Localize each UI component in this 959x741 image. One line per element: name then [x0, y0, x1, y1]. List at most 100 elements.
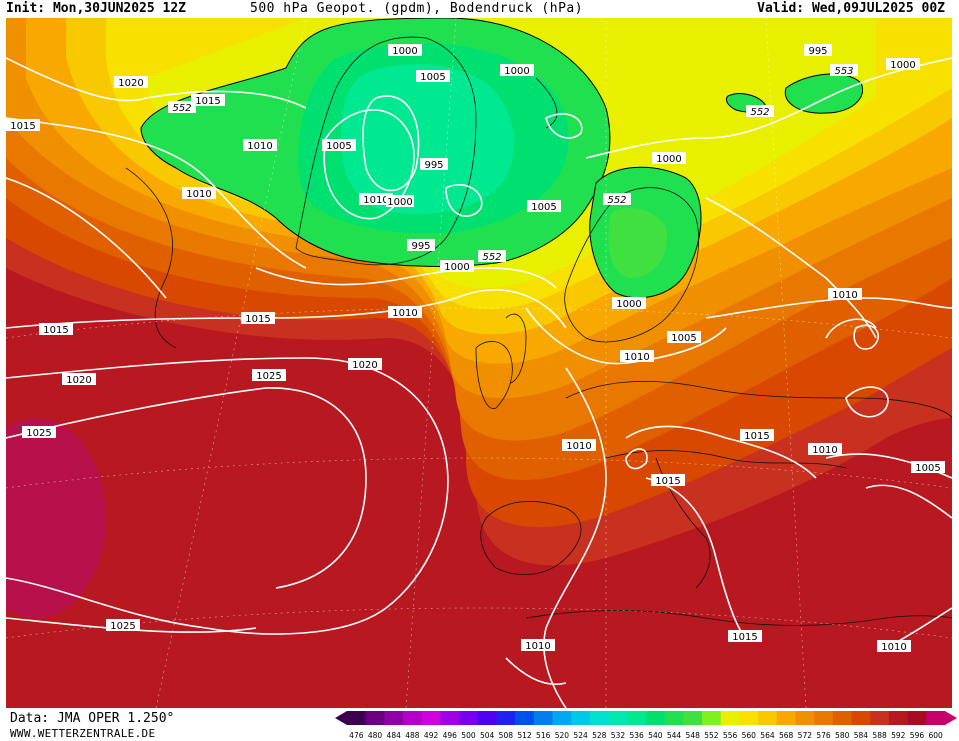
- svg-text:1020: 1020: [118, 78, 143, 89]
- isobar-label: 995: [420, 158, 448, 171]
- svg-text:1010: 1010: [881, 642, 906, 653]
- legend-swatch: [347, 711, 367, 725]
- svg-text:552: 552: [750, 107, 769, 118]
- isobar-label: 1010: [808, 443, 842, 456]
- isobar-label: 1015: [728, 630, 762, 643]
- svg-text:1015: 1015: [245, 314, 270, 325]
- legend-tick-label: 572: [798, 731, 813, 740]
- isobar-label: 1010: [620, 350, 654, 363]
- legend-swatch: [907, 711, 927, 725]
- legend-swatch: [795, 711, 815, 725]
- svg-text:1025: 1025: [110, 621, 135, 632]
- svg-text:552: 552: [172, 103, 191, 114]
- legend-swatch: [926, 711, 946, 725]
- legend-swatch: [477, 711, 497, 725]
- isobar-label: 1010: [521, 639, 555, 652]
- svg-text:1010: 1010: [525, 641, 550, 652]
- legend-tick-label: 556: [723, 731, 738, 740]
- height-field-596: [6, 418, 106, 618]
- svg-text:1010: 1010: [832, 290, 857, 301]
- legend-tick-label: 492: [424, 731, 439, 740]
- isobar-label: 1005: [527, 200, 561, 213]
- legend-tick-label: 488: [405, 731, 420, 740]
- isobar-label: 1015: [740, 429, 774, 442]
- legend-swatch: [702, 711, 722, 725]
- isobar-labels: 1000 1005 1000 1020 552 1015 1015 1010 1…: [6, 44, 945, 653]
- legend-swatch: [421, 711, 441, 725]
- isobar-label: 1015: [6, 119, 40, 132]
- legend-tick-label: 560: [742, 731, 757, 740]
- legend-tick-label: 496: [443, 731, 458, 740]
- isobar-label: 1000: [886, 58, 920, 71]
- svg-text:1010: 1010: [812, 445, 837, 456]
- svg-text:1000: 1000: [890, 60, 915, 71]
- weather-map: 1000 1005 1000 1020 552 1015 1015 1010 1…: [6, 18, 952, 708]
- legend-swatch: [533, 711, 554, 725]
- legend-swatch: [851, 711, 871, 725]
- isobar-label: 995: [407, 239, 435, 252]
- legend-tick-label: 564: [760, 731, 775, 740]
- isobar-label: 1015: [651, 474, 685, 487]
- svg-text:1025: 1025: [256, 371, 281, 382]
- legend-tick-label: 512: [517, 731, 532, 740]
- svg-text:1005: 1005: [915, 463, 940, 474]
- svg-text:1005: 1005: [531, 202, 556, 213]
- svg-text:1010: 1010: [186, 189, 211, 200]
- isobar-label: 1000: [500, 64, 534, 77]
- legend-swatch: [832, 711, 853, 725]
- isobar-label: 1020: [348, 358, 382, 371]
- header-bar: Init: Mon,30JUN2025 12Z 500 hPa Geopot. …: [0, 0, 959, 18]
- website-url: WWW.WETTERZENTRALE.DE: [10, 727, 156, 740]
- svg-text:995: 995: [808, 46, 827, 57]
- trough-scandinavia-inner: [608, 208, 667, 278]
- legend-swatch: [515, 711, 535, 725]
- legend-swatch: [664, 711, 684, 725]
- legend-swatch: [552, 711, 572, 725]
- svg-text:1000: 1000: [392, 46, 417, 57]
- svg-text:1010: 1010: [624, 352, 649, 363]
- svg-text:1000: 1000: [504, 66, 529, 77]
- svg-text:995: 995: [411, 241, 430, 252]
- svg-text:1015: 1015: [43, 325, 68, 336]
- svg-text:1005: 1005: [420, 72, 445, 83]
- isobar-label: 1000: [388, 44, 422, 57]
- legend-tick-label: 500: [461, 731, 476, 740]
- legend-swatch: [440, 711, 460, 725]
- legend-tick-label: 540: [648, 731, 663, 740]
- svg-text:1010: 1010: [392, 308, 417, 319]
- legend-tick-label: 528: [592, 731, 607, 740]
- isobar-label: 1015: [39, 323, 73, 336]
- legend-tick-label: 504: [480, 731, 495, 740]
- legend-swatch: [646, 711, 666, 725]
- isobar-label: 1005: [416, 70, 450, 83]
- legend-swatch: [589, 711, 610, 725]
- legend-tick-label: 592: [891, 731, 906, 740]
- isobars: [6, 57, 952, 708]
- isobar-label: 995: [804, 44, 832, 57]
- svg-text:1015: 1015: [732, 632, 757, 643]
- svg-text:1020: 1020: [352, 360, 377, 371]
- svg-text:1010: 1010: [247, 141, 272, 152]
- isobar-label: 1005: [322, 139, 356, 152]
- legend-swatch: [384, 711, 404, 725]
- isobar-label: 1015: [191, 94, 225, 107]
- svg-text:1010: 1010: [566, 441, 591, 452]
- isobar-label: 1005: [667, 331, 701, 344]
- cell-553: [784, 73, 863, 114]
- legend-tick-label: 580: [835, 731, 850, 740]
- height-label: 553: [830, 64, 858, 77]
- legend-arrow-high: [945, 711, 957, 725]
- svg-text:1015: 1015: [10, 121, 35, 132]
- data-source: Data: JMA OPER 1.250°: [10, 711, 175, 726]
- valid-time: Valid: Wed,09JUL2025 00Z: [757, 1, 945, 16]
- legend-swatch: [608, 711, 628, 725]
- isobar-label: 1000: [652, 152, 686, 165]
- legend-swatch: [403, 711, 423, 725]
- legend-tick-label: 584: [854, 731, 869, 740]
- isobar-label: 1010: [877, 640, 911, 653]
- svg-text:995: 995: [424, 160, 443, 171]
- legend-swatch: [758, 711, 778, 725]
- isobar-label: 1010: [562, 439, 596, 452]
- legend-swatch: [627, 711, 647, 725]
- legend-tick-label: 568: [779, 731, 794, 740]
